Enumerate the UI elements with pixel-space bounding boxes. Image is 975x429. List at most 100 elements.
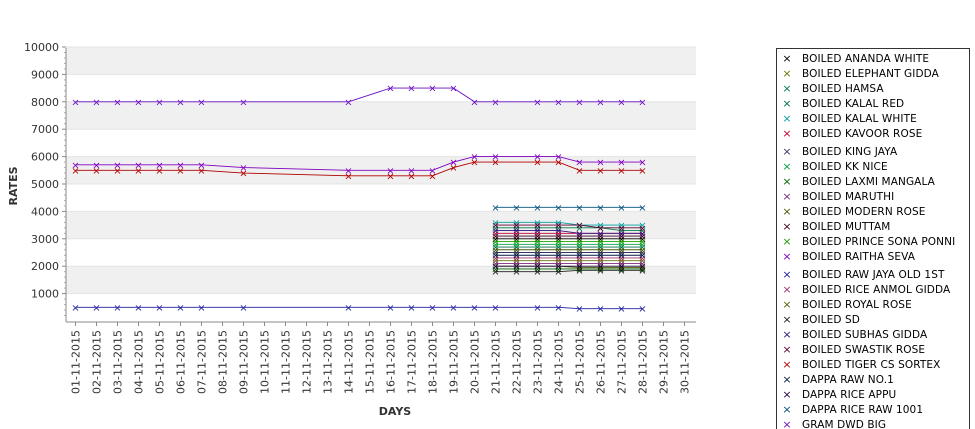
series-group: ××××××××××××××××××××× bbox=[71, 158, 646, 183]
x-tick-label: 15-11-2015 bbox=[364, 330, 377, 394]
y-tick-label: 4000 bbox=[31, 205, 59, 218]
legend-label: BOILED KK NICE bbox=[802, 160, 888, 173]
data-point: × bbox=[617, 248, 625, 259]
data-point: × bbox=[386, 303, 394, 314]
legend-label: BOILED KALAL WHITE bbox=[802, 112, 917, 125]
data-point: × bbox=[407, 84, 415, 95]
data-point: × bbox=[113, 166, 121, 177]
data-point: × bbox=[533, 267, 541, 278]
data-point: × bbox=[344, 303, 352, 314]
data-point: × bbox=[554, 267, 562, 278]
legend-item: × BOILED KALAL WHITE bbox=[777, 111, 917, 126]
data-point: × bbox=[554, 303, 562, 314]
series-group: ××××××××××××××××××××× bbox=[71, 152, 646, 177]
data-point: × bbox=[491, 267, 499, 278]
data-point: × bbox=[470, 152, 478, 163]
legend-label: BOILED MARUTHI bbox=[802, 190, 895, 203]
data-point: × bbox=[344, 97, 352, 108]
data-point: × bbox=[638, 166, 646, 177]
data-point: × bbox=[638, 229, 646, 240]
data-point: × bbox=[617, 304, 625, 315]
data-point: × bbox=[491, 248, 499, 259]
data-point: × bbox=[638, 237, 646, 248]
data-point: × bbox=[533, 303, 541, 314]
series-line bbox=[495, 227, 643, 232]
series-line bbox=[75, 87, 643, 103]
series-group: × × × × × × × × bbox=[491, 237, 646, 248]
x-tick-label: 13-11-2015 bbox=[322, 330, 335, 394]
legend-marker-icon: × bbox=[782, 205, 792, 218]
data-point: × bbox=[92, 160, 100, 171]
x-tick-label: 28-11-2015 bbox=[637, 330, 650, 394]
series-line bbox=[495, 224, 643, 229]
legend-marker-icon: × bbox=[782, 388, 792, 401]
y-tick-label: 1000 bbox=[31, 288, 59, 301]
data-point: × bbox=[638, 248, 646, 259]
data-point: × bbox=[428, 303, 436, 314]
data-point: × bbox=[491, 245, 499, 256]
data-point: × bbox=[491, 218, 499, 229]
legend-item: × BOILED RAW JAYA OLD 1ST bbox=[777, 267, 944, 282]
series-line bbox=[495, 221, 643, 226]
legend-marker-icon: × bbox=[782, 175, 792, 188]
data-point: × bbox=[638, 263, 646, 274]
legend-item: × BOILED MARUTHI bbox=[777, 189, 894, 204]
data-point: × bbox=[470, 158, 478, 169]
data-point: × bbox=[491, 158, 499, 169]
legend-label: DAPPA RICE RAW 1001 bbox=[802, 403, 924, 416]
series-group: × × × × × × × × bbox=[491, 234, 646, 245]
data-point: × bbox=[596, 266, 604, 277]
data-point: × bbox=[176, 97, 184, 108]
data-point: × bbox=[491, 203, 499, 214]
data-point: × bbox=[554, 256, 562, 267]
data-point: × bbox=[596, 223, 604, 234]
legend-marker-icon: × bbox=[782, 283, 792, 296]
background-band bbox=[66, 47, 696, 75]
legend-marker-icon: × bbox=[782, 112, 792, 125]
x-tick-label: 18-11-2015 bbox=[427, 330, 440, 394]
background-band bbox=[66, 184, 696, 212]
data-point: × bbox=[596, 223, 604, 234]
legend-marker-icon: × bbox=[782, 127, 792, 140]
data-point: × bbox=[512, 240, 520, 251]
data-point: × bbox=[596, 158, 604, 169]
data-point: × bbox=[491, 262, 499, 273]
data-point: × bbox=[596, 251, 604, 262]
data-point: × bbox=[134, 160, 142, 171]
data-point: × bbox=[617, 203, 625, 214]
x-tick-label: 08-11-2015 bbox=[217, 330, 230, 394]
data-point: × bbox=[617, 240, 625, 251]
data-point: × bbox=[512, 232, 520, 243]
legend-label: BOILED SWASTIK ROSE bbox=[802, 343, 926, 356]
data-point: × bbox=[533, 232, 541, 243]
series-group: × × × × × × × × bbox=[491, 259, 646, 270]
data-point: × bbox=[554, 218, 562, 229]
data-point: × bbox=[113, 97, 121, 108]
data-point: × bbox=[491, 303, 499, 314]
data-point: × bbox=[617, 262, 625, 273]
data-point: × bbox=[575, 229, 583, 240]
data-point: × bbox=[554, 262, 562, 273]
data-point: × bbox=[491, 97, 499, 108]
legend-marker-icon: × bbox=[782, 220, 792, 233]
data-point: × bbox=[575, 234, 583, 245]
data-point: × bbox=[512, 262, 520, 273]
data-point: × bbox=[554, 97, 562, 108]
x-tick-label: 21-11-2015 bbox=[490, 330, 503, 394]
legend-label: BOILED KALAL RED bbox=[802, 97, 905, 110]
data-point: × bbox=[197, 303, 205, 314]
data-point: × bbox=[512, 243, 520, 254]
legend-item: × BOILED MODERN ROSE bbox=[777, 204, 925, 219]
data-point: × bbox=[533, 262, 541, 273]
data-point: × bbox=[176, 160, 184, 171]
data-point: × bbox=[575, 203, 583, 214]
data-point: × bbox=[344, 166, 352, 177]
data-point: × bbox=[533, 251, 541, 262]
data-point: × bbox=[491, 232, 499, 243]
legend-item: × BOILED ANANDA WHITE bbox=[777, 51, 929, 66]
data-point: × bbox=[575, 232, 583, 243]
data-point: × bbox=[596, 245, 604, 256]
data-point: × bbox=[449, 303, 457, 314]
data-point: × bbox=[554, 234, 562, 245]
y-tick-label: 10000 bbox=[24, 41, 59, 54]
